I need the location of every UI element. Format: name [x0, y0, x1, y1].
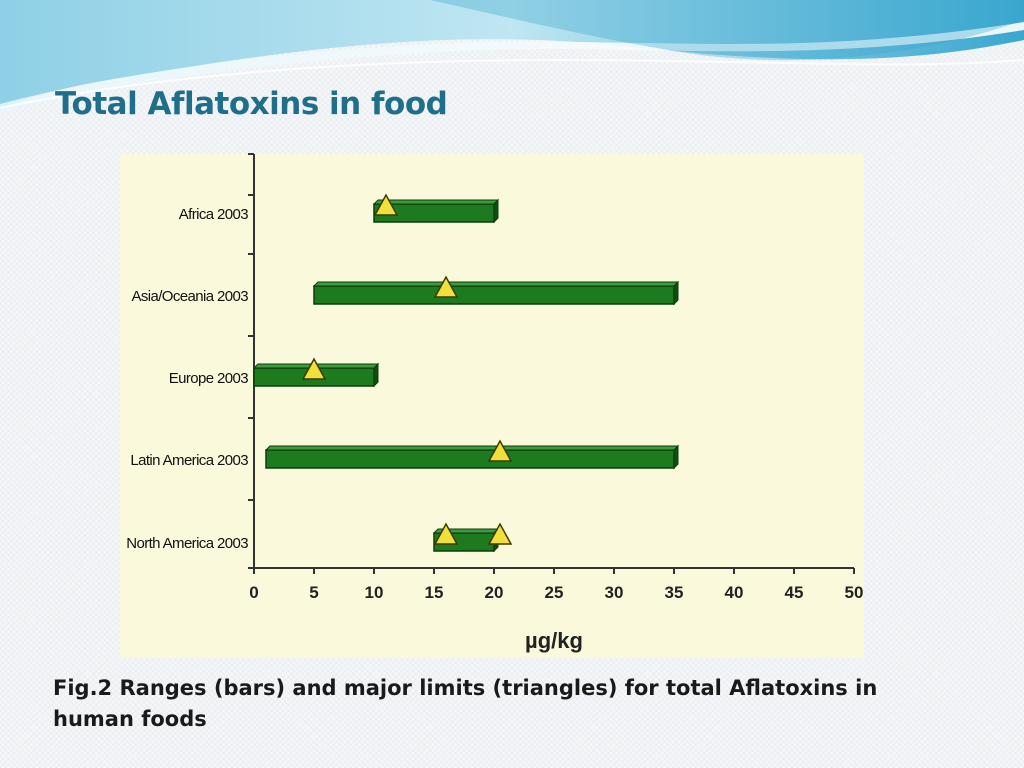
page-title: Total Aflatoxins in food: [55, 86, 448, 122]
header-wave-decoration: [0, 0, 1024, 112]
limit-triangle: [487, 439, 513, 462]
range-bar-top-face: [372, 199, 500, 205]
category-label: Asia/Oceania 2003: [131, 288, 248, 305]
x-tick-label: 25: [545, 583, 564, 602]
category-label: Latin America 2003: [130, 452, 248, 469]
limit-triangle: [433, 522, 459, 545]
range-bar-side-face: [373, 362, 379, 388]
figure-caption: Fig.2 Ranges (bars) and major limits (tr…: [53, 676, 878, 731]
category-label: Africa 2003: [179, 206, 249, 223]
range-bar: [312, 280, 680, 306]
x-tick-label: 50: [845, 583, 864, 602]
range-bar-body: [265, 449, 675, 469]
x-tick-label: 10: [365, 583, 384, 602]
limit-triangle: [487, 522, 513, 545]
x-tick-label: 40: [725, 583, 744, 602]
category-label: Europe 2003: [169, 370, 249, 387]
range-bar-side-face: [673, 280, 679, 306]
range-bar: [264, 444, 680, 470]
limit-triangle: [433, 275, 459, 298]
range-chart: 0 5 10 15 20 25 30 35 40 45 50 µg/kg Africa 2003 Asia…: [126, 153, 864, 653]
x-tick-label: 45: [785, 583, 804, 602]
chart-panel: 0 5 10 15 20 25 30 35 40 45 50 µg/kg Africa 2003 Asia…: [120, 153, 864, 658]
limit-triangle: [301, 357, 327, 380]
x-tick-label: 20: [485, 583, 504, 602]
x-axis-label: µg/kg: [525, 628, 583, 653]
range-bar-top-face: [264, 445, 680, 451]
range-bar-body: [313, 285, 675, 305]
x-tick-label: 35: [665, 583, 684, 602]
x-tick-label: 0: [249, 583, 258, 602]
limit-triangle: [373, 193, 399, 216]
range-bar-side-face: [673, 444, 679, 470]
x-tick-label: 5: [309, 583, 318, 602]
x-tick-label: 30: [605, 583, 624, 602]
range-bar-side-face: [493, 198, 499, 224]
range-bar-top-face: [312, 281, 680, 287]
x-tick-label: 15: [425, 583, 444, 602]
range-bar: [372, 198, 500, 224]
category-label: North America 2003: [126, 535, 248, 552]
